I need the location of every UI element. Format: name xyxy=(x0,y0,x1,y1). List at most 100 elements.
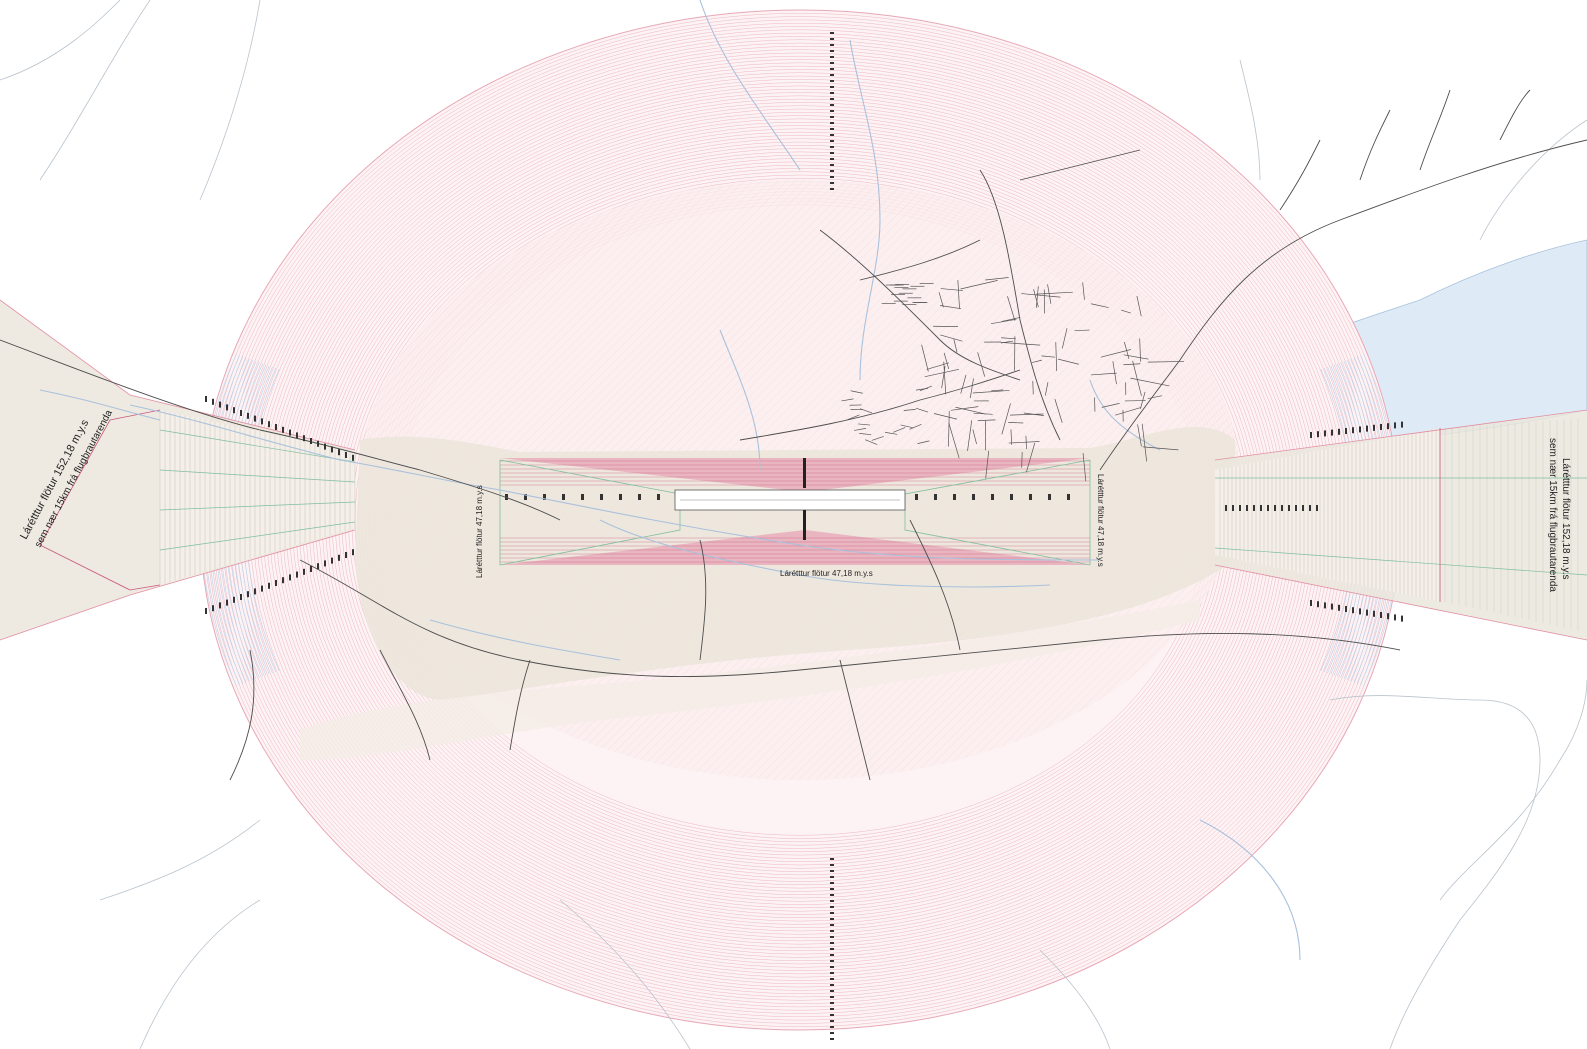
elevation-tick xyxy=(830,32,834,34)
street xyxy=(1132,360,1142,396)
elevation-tick xyxy=(1380,424,1382,430)
street xyxy=(1090,372,1117,376)
elevation-tick xyxy=(830,942,834,944)
elevation-tick xyxy=(830,50,834,52)
elevation-tick xyxy=(1253,505,1255,511)
street xyxy=(938,292,944,308)
elevation-tick xyxy=(1302,505,1304,511)
street xyxy=(953,339,958,353)
street xyxy=(991,389,1004,392)
street xyxy=(1112,361,1117,385)
street xyxy=(859,408,873,414)
street xyxy=(1147,395,1163,399)
elevation-tick xyxy=(830,882,834,884)
street xyxy=(903,409,916,411)
elevation-tick xyxy=(1310,600,1312,606)
elevation-tick xyxy=(830,930,834,932)
street xyxy=(915,387,929,391)
street xyxy=(858,423,871,426)
elevation-tick xyxy=(830,996,834,998)
street xyxy=(940,288,964,291)
street xyxy=(926,362,950,370)
street xyxy=(1033,289,1039,308)
elevation-tick xyxy=(1401,421,1403,428)
elevation-tick xyxy=(310,566,312,572)
street xyxy=(1010,413,1044,416)
elevation-tick xyxy=(233,407,235,414)
elevation-tick xyxy=(830,858,834,860)
street xyxy=(1082,453,1087,482)
street xyxy=(1101,403,1120,408)
elevation-tick xyxy=(1225,505,1227,511)
elevation-tick xyxy=(830,1002,834,1004)
elevation-tick xyxy=(1317,431,1319,438)
street xyxy=(1054,398,1063,423)
elevation-tick xyxy=(240,594,242,600)
elevation-tick xyxy=(830,870,834,872)
east-approach-surface xyxy=(1214,409,1587,641)
street xyxy=(1137,424,1142,447)
street xyxy=(924,368,960,378)
street xyxy=(853,428,867,431)
runway xyxy=(674,458,906,540)
elevation-tick xyxy=(1232,505,1234,511)
elevation-tick xyxy=(1380,612,1382,618)
west-runway-end-surface-label: Lárétttur flötur 47,18 m.y.s xyxy=(475,485,484,578)
street xyxy=(1090,303,1109,308)
elevation-tick xyxy=(830,906,834,908)
elevation-tick xyxy=(830,888,834,890)
elevation-tick xyxy=(1310,432,1312,438)
street xyxy=(960,374,967,394)
elevation-tick xyxy=(830,990,834,992)
street xyxy=(1000,342,1041,346)
street xyxy=(893,427,906,433)
street xyxy=(917,440,930,444)
elevation-tick xyxy=(830,864,834,866)
approach-slope-line xyxy=(159,429,356,463)
elevation-tick xyxy=(1387,423,1389,430)
centerline-mark xyxy=(972,494,975,500)
centerline-mark xyxy=(1067,494,1070,500)
elevation-tick xyxy=(1359,426,1361,433)
street xyxy=(1142,446,1179,451)
elevation-tick xyxy=(1345,606,1347,612)
elevation-tick xyxy=(830,68,834,70)
elevation-tick xyxy=(830,116,834,118)
elevation-tick xyxy=(1338,604,1340,611)
elevation-tick xyxy=(830,182,834,184)
elevation-tick xyxy=(1352,427,1354,434)
elevation-tick xyxy=(830,176,834,178)
elevation-tick xyxy=(1281,505,1283,511)
elevation-tick xyxy=(233,596,235,603)
west-approach-surface xyxy=(0,299,356,641)
street xyxy=(859,432,872,436)
elevation-tick xyxy=(352,454,354,461)
approach-slope-line xyxy=(1214,547,1587,576)
elevation-tick xyxy=(830,62,834,64)
elevation-tick xyxy=(1267,505,1269,511)
elevation-tick xyxy=(1331,429,1333,436)
centerline-mark xyxy=(1048,494,1051,500)
street xyxy=(1058,358,1079,365)
transitional-surfaces xyxy=(500,458,1090,565)
street xyxy=(1001,337,1016,340)
elevation-tick xyxy=(324,443,326,450)
east-outer-surface-label-line1: Lárétttur flötur 152,18 m.y.s xyxy=(1560,458,1571,580)
street xyxy=(977,352,986,377)
street xyxy=(943,361,947,395)
elevation-tick xyxy=(830,954,834,956)
elevation-tick xyxy=(247,591,249,598)
centerline-mark xyxy=(562,494,565,500)
elevation-tick xyxy=(1338,428,1340,435)
street xyxy=(850,390,863,394)
elevation-tick xyxy=(830,960,834,962)
elevation-tick xyxy=(282,426,284,433)
elevation-tick xyxy=(345,552,347,558)
street xyxy=(1001,403,1011,435)
elevation-tick xyxy=(205,396,207,402)
elevation-tick xyxy=(830,924,834,926)
elevation-tick xyxy=(212,605,214,612)
street xyxy=(972,429,977,445)
elevation-tick xyxy=(830,876,834,878)
elevation-tick xyxy=(289,574,291,581)
